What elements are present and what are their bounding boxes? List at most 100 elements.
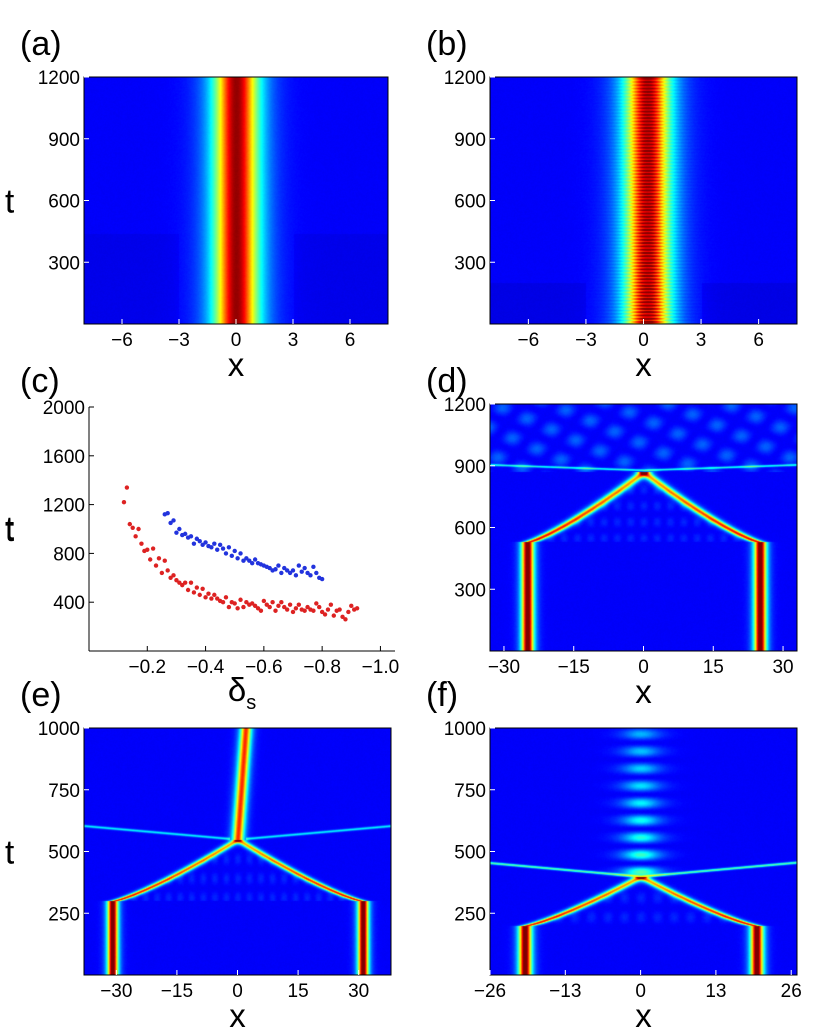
data-point [276,603,281,609]
x-tick-label: −3 [575,330,597,351]
x-tick-label: −3 [168,330,190,351]
data-point [311,608,316,613]
data-point [252,557,258,562]
y-tick-label: 250 [48,904,80,925]
data-point [340,614,345,620]
data-point [223,551,229,556]
data-point [215,547,220,552]
panel-label-a: (a) [20,25,62,63]
x-tick-label: 26 [781,981,802,1002]
data-point [188,534,194,539]
data-point [180,582,185,588]
x-tick-label: −0.4 [187,657,225,678]
data-point [215,596,220,601]
data-point [121,499,127,505]
y-tick-label: 800 [53,544,85,565]
data-point [255,606,261,611]
data-point [279,570,284,576]
data-point [212,541,217,546]
panel-c: −0.2 −0.4 −0.6 −0.8 −1.0 400 800 1200 1600 2000 t δ… [5,362,399,714]
panel-a: −6 −3 0 3 6 300 600 900 1200 t x (a) [5,25,389,383]
y-axis-label: t [5,183,14,220]
data-point [299,569,304,574]
x-tick-label: −0.6 [245,657,283,678]
data-point [165,568,170,573]
data-point [354,606,360,611]
data-point [343,617,348,622]
x-tick-label: 30 [772,657,793,678]
data-point [133,534,138,539]
y-axis-label: t [5,834,14,871]
panel-label-f: (f) [426,676,458,714]
data-point [293,573,299,578]
data-point [191,590,197,595]
x-axis-label: x [635,346,652,383]
data-point [346,609,351,615]
data-point [220,546,226,551]
panel-label-c: (c) [20,362,60,400]
data-point [319,576,325,582]
y-tick-label: 750 [454,781,486,802]
data-point [235,606,240,611]
data-point [319,609,325,615]
data-point [284,607,290,612]
data-point [209,545,214,550]
data-point [293,606,299,611]
data-point [238,597,243,602]
data-point [159,570,165,576]
data-point [250,560,255,566]
y-tick-label: 1200 [444,68,486,89]
data-point [174,530,179,535]
data-point [139,541,144,546]
data-point [194,536,200,541]
y-tick-label: 900 [454,130,486,151]
data-point [276,563,281,568]
x-tick-label: −13 [549,981,581,1002]
heatmap-image-b [490,77,797,324]
data-point [124,485,130,490]
x-tick-label: −0.8 [303,657,341,678]
data-point [174,578,179,583]
data-point [136,526,141,532]
data-point [287,570,293,576]
data-point [241,604,246,610]
y-tick-label: 1600 [43,447,85,468]
data-point [203,595,208,600]
x-tick-label: 6 [345,330,356,351]
data-point [314,601,319,606]
x-tick-label: 0 [635,981,646,1002]
data-point [156,556,162,561]
data-point [244,600,249,605]
x-tick-label: −15 [161,981,193,1002]
data-point [270,600,275,605]
data-point [171,573,176,578]
data-point [197,592,202,598]
y-axis-label: t [5,510,14,547]
data-point [247,558,252,563]
data-point [162,558,167,563]
data-point [273,608,278,613]
data-point [302,608,307,613]
data-point [296,563,302,568]
y-tick-label: 400 [53,593,85,614]
data-point [200,542,205,548]
data-point [305,570,310,576]
data-point [226,604,232,610]
data-point [267,565,272,571]
data-point [349,603,354,609]
x-axis-label-main: δ [228,671,246,708]
data-point [217,542,223,548]
y-axis-label: t [5,511,14,548]
x-axis-label: x [635,673,652,710]
panel-e: −30 −15 0 15 30 250 500 750 1000 t x (e) [5,676,392,1033]
x-tick-label: −26 [474,981,506,1002]
y-tick-label: 300 [454,580,486,601]
data-point [150,546,156,551]
x-tick-label: 15 [703,657,724,678]
y-tick-label: 900 [48,130,80,151]
data-point [177,580,182,585]
data-point [317,604,322,610]
y-tick-label: 500 [454,843,486,864]
heatmap-image-f [490,728,797,975]
